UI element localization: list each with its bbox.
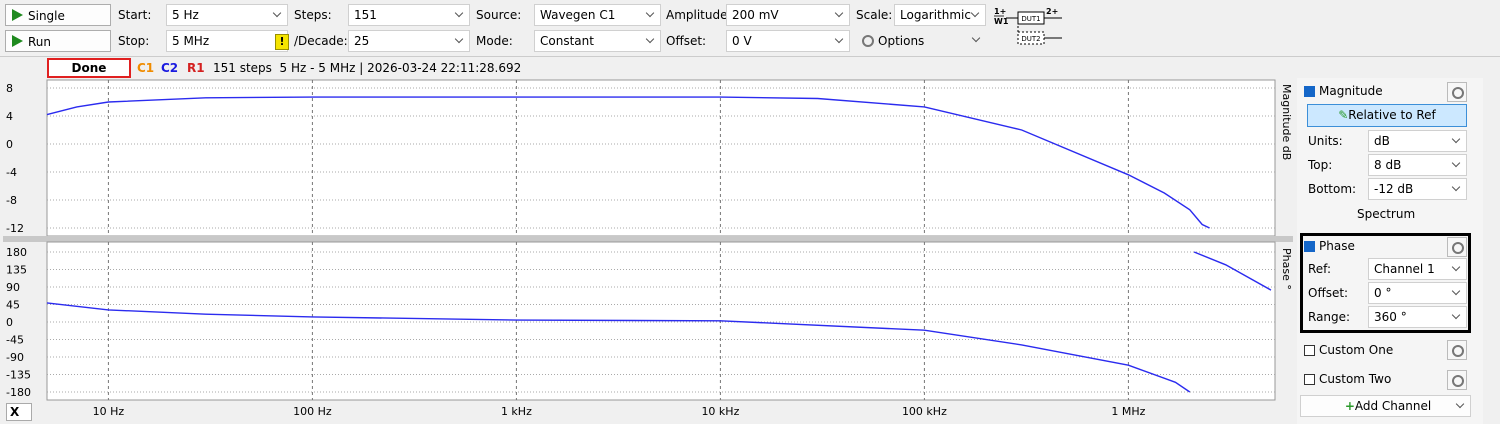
magnitude-settings[interactable] — [1447, 82, 1467, 102]
custom-one-toggle[interactable]: Custom One — [1304, 343, 1393, 357]
channel-c2[interactable]: C2 — [161, 61, 179, 75]
custom-two-label: Custom Two — [1319, 372, 1392, 386]
circuit-w1: W1 — [994, 17, 1009, 26]
offset-label: Offset: — [1308, 286, 1349, 300]
range-select[interactable]: 360 ° — [1368, 306, 1467, 328]
top-select[interactable]: 8 dB — [1368, 154, 1467, 176]
stop-label: Stop: — [118, 34, 150, 48]
y-tick-label: -90 — [6, 351, 24, 364]
phase-group — [1300, 233, 1471, 333]
x-axis-button[interactable]: X — [6, 403, 32, 421]
options-button[interactable]: Options — [858, 30, 986, 52]
mode-select[interactable]: Constant — [534, 30, 661, 52]
y-tick-label: 4 — [6, 110, 13, 123]
add-channel-label: Add Channel — [1354, 399, 1432, 413]
magnitude-area — [46, 79, 1276, 237]
x-tick-label: 10 Hz — [93, 405, 125, 418]
curve — [46, 251, 1272, 393]
amplitude-input[interactable]: 200 mV — [726, 4, 850, 26]
circuit-dut1: DUT1 — [1021, 15, 1040, 23]
options-label: Options — [878, 34, 925, 48]
start-input[interactable]: 5 Hz — [166, 4, 288, 26]
magnitude-title: Magnitude — [1319, 84, 1383, 98]
y-tick-label: 0 — [6, 316, 13, 329]
y-tick-label: -12 — [6, 222, 24, 235]
spectrum-button[interactable]: Spectrum — [1357, 207, 1416, 221]
magnitude-axis-title: Magnitude dB — [1280, 84, 1293, 160]
y-tick-label: 135 — [6, 264, 27, 277]
relative-button[interactable]: ✎Relative to Ref — [1307, 104, 1467, 127]
phase-axis-title: Phase ° — [1280, 248, 1293, 290]
y-tick-label: 90 — [6, 281, 20, 294]
ref-label: Ref: — [1308, 262, 1332, 276]
source-select[interactable]: Wavegen C1 — [534, 4, 661, 26]
offset-label: Offset: — [666, 34, 707, 48]
phase-toggle[interactable]: Phase — [1304, 239, 1355, 253]
splitter — [3, 236, 1293, 242]
y-tick-label: -8 — [6, 194, 17, 207]
steps-label: Steps: — [294, 8, 332, 22]
phase-title: Phase — [1319, 239, 1355, 253]
y-tick-label: -45 — [6, 334, 24, 347]
bottom-label: Bottom: — [1308, 182, 1357, 196]
stop-input[interactable]: 5 MHz — [166, 30, 288, 52]
channel-c1[interactable]: C1 — [137, 61, 155, 75]
circuit-icon: 1+ W1 DUT1 2+ DUT2 — [994, 7, 1062, 45]
x-tick-label: 1 kHz — [501, 405, 532, 418]
offset-input[interactable]: 0 V — [726, 30, 850, 52]
y-tick-label: 180 — [6, 246, 27, 259]
custom-two-toggle[interactable]: Custom Two — [1304, 372, 1391, 386]
relative-label: Relative to Ref — [1348, 108, 1436, 122]
circuit-dut2: DUT2 — [1021, 35, 1040, 43]
x-tick-label: 1 MHz — [1111, 405, 1145, 418]
x-tick-label: 100 kHz — [902, 405, 947, 418]
custom-one-settings[interactable] — [1447, 340, 1467, 360]
warning-icon: ! — [275, 34, 289, 50]
x-tick-label: 100 Hz — [293, 405, 332, 418]
range-label: Range: — [1308, 310, 1351, 324]
steps-input[interactable]: 151 — [348, 4, 470, 26]
circuit-in2: 2+ — [1046, 7, 1058, 16]
magnitude-toggle[interactable]: Magnitude — [1304, 84, 1383, 98]
mode-label: Mode: — [476, 34, 513, 48]
channel-r1[interactable]: R1 — [187, 61, 205, 75]
single-label: Single — [28, 9, 65, 23]
x-tick-label: 10 kHz — [701, 405, 739, 418]
start-label: Start: — [118, 8, 152, 22]
top-label: Top: — [1308, 158, 1333, 172]
custom-one-label: Custom One — [1319, 343, 1394, 357]
y-tick-label: -4 — [6, 166, 17, 179]
scale-label: Scale: — [856, 8, 893, 22]
units-select[interactable]: dB — [1368, 130, 1467, 152]
y-tick-label: 8 — [6, 82, 13, 95]
units-label: Units: — [1308, 134, 1343, 148]
status-state: Done — [47, 58, 131, 78]
custom-two-settings[interactable] — [1447, 370, 1467, 390]
decade-label: /Decade: — [294, 34, 348, 48]
run-button[interactable]: Run — [5, 30, 111, 52]
status-info: 151 steps 5 Hz - 5 MHz | 2026-03-24 22:1… — [213, 61, 522, 75]
run-label: Run — [28, 35, 52, 49]
bottom-select[interactable]: -12 dB — [1368, 178, 1467, 200]
scale-select[interactable]: Logarithmic — [894, 4, 986, 26]
source-label: Source: — [476, 8, 522, 22]
single-button[interactable]: Single — [5, 4, 111, 26]
ref-select[interactable]: Channel 1 — [1368, 258, 1467, 280]
y-tick-label: -180 — [6, 386, 31, 399]
y-tick-label: 45 — [6, 299, 20, 312]
decade-input[interactable]: 25 — [348, 30, 470, 52]
amplitude-label: Amplitude: — [666, 8, 732, 22]
add-channel-button[interactable]: +Add Channel — [1300, 395, 1471, 417]
curve — [46, 96, 1210, 229]
offset-select[interactable]: 0 ° — [1368, 282, 1467, 304]
circuit-in1: 1+ — [994, 7, 1006, 16]
y-tick-label: 0 — [6, 138, 13, 151]
toolbar-separator — [0, 56, 1500, 57]
plots: Magnitude dB Phase ° 10 Hz 100 Hz 1 kHz 10 … — [3, 79, 1293, 418]
phase-settings[interactable] — [1447, 237, 1467, 257]
y-tick-label: -135 — [6, 369, 31, 382]
